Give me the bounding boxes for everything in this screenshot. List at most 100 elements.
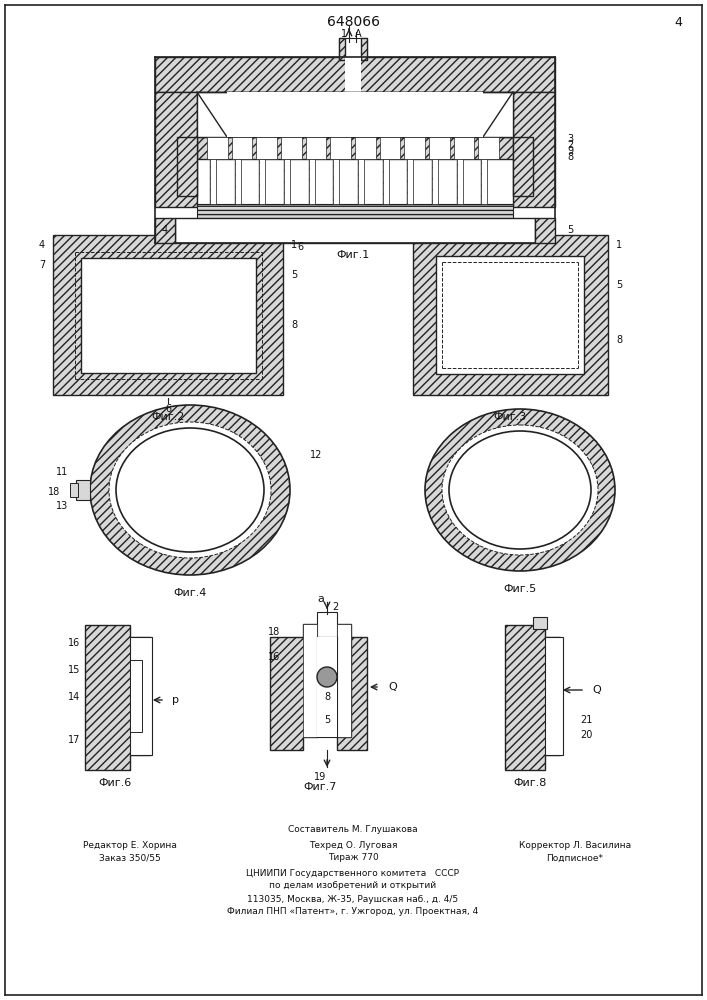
Text: ЦНИИПИ Государственного комитета   СССР: ЦНИИПИ Государственного комитета СССР [247,868,460,878]
Text: 15: 15 [68,665,80,675]
Text: 8: 8 [324,692,330,702]
Text: 8: 8 [291,320,297,330]
Polygon shape [337,624,367,750]
Text: 16: 16 [68,638,80,648]
Text: 20: 20 [580,730,592,740]
Bar [429,137,450,159]
Text: Филиал ПНП «Патент», г. Ужгород, ул. Проектная, 4: Филиал ПНП «Патент», г. Ужгород, ул. Про… [228,908,479,916]
Bar [155,92,197,207]
Bar [305,137,327,159]
Bar [513,92,555,207]
Text: Q: Q [388,682,397,692]
Text: 1: 1 [616,240,622,250]
Text: Фиг.8: Фиг.8 [513,778,547,788]
Text: 648066: 648066 [327,15,380,29]
Ellipse shape [449,431,591,549]
Bar [333,159,339,204]
Bar [155,57,555,92]
Bar [130,660,142,732]
Bar [317,637,337,737]
Ellipse shape [109,422,271,558]
Text: 17: 17 [68,735,80,745]
Bar [303,624,317,737]
Ellipse shape [90,405,290,575]
Bar [284,159,290,204]
Bar [545,637,563,755]
Text: 8: 8 [616,335,622,345]
Bar [432,159,438,204]
Text: Техред О. Луговая: Техред О. Луговая [309,840,397,850]
Circle shape [317,667,337,687]
Bar [358,159,364,204]
Text: по делам изобретений и открытий: по делам изобретений и открытий [269,882,436,890]
Text: 6: 6 [165,404,171,414]
Text: a: a [317,594,325,604]
Bar [382,159,389,204]
Bar [533,617,547,629]
Text: 4: 4 [162,225,168,235]
Text: 14: 14 [68,692,80,702]
Bar [355,137,375,159]
Bar [361,38,367,60]
Bar [155,218,175,243]
Text: 2: 2 [567,140,573,150]
Polygon shape [197,92,227,137]
Text: 18: 18 [48,487,60,497]
Bar [407,159,414,204]
Bar [281,137,302,159]
Text: 4: 4 [39,240,45,250]
Bar [197,92,513,137]
Ellipse shape [116,428,264,552]
Text: 113035, Москва, Ж-35, Раушская наб., д. 4/5: 113035, Москва, Ж-35, Раушская наб., д. … [247,894,459,904]
Text: 6: 6 [297,242,303,252]
Bar [207,137,228,159]
Bar [53,235,283,395]
Text: 16: 16 [268,652,280,662]
Text: 19: 19 [314,772,326,782]
Text: 9: 9 [567,146,573,156]
Bar [227,92,483,137]
Bar [535,218,555,243]
Text: 4: 4 [674,15,682,28]
Bar [70,483,78,497]
Text: p: p [172,695,179,705]
Text: 3: 3 [567,134,573,144]
Bar [382,159,389,204]
Bar [284,159,290,204]
Bar [457,159,462,204]
Text: Подписное*: Подписное* [547,854,604,862]
Bar [76,480,90,500]
Bar [436,256,584,374]
Polygon shape [483,92,513,137]
Ellipse shape [442,425,598,555]
Text: 5: 5 [291,270,297,280]
Text: Составитель М. Глушакова: Составитель М. Глушакова [288,826,418,834]
Text: Корректор Л. Василина: Корректор Л. Василина [519,840,631,850]
Polygon shape [270,624,317,750]
Text: 1: 1 [291,240,297,250]
Bar [130,637,152,755]
Bar [257,137,277,159]
Ellipse shape [425,409,615,571]
Polygon shape [505,625,560,770]
Bar [232,137,252,159]
Text: Фиг.7: Фиг.7 [303,782,337,792]
Bar [210,159,216,204]
Text: 21: 21 [580,715,592,725]
Bar [432,159,438,204]
Text: Фиг.5: Фиг.5 [503,584,537,594]
Text: 7: 7 [39,260,45,270]
Bar [457,159,462,204]
Bar [175,218,535,243]
Text: Фиг.6: Фиг.6 [98,778,132,788]
Bar [210,159,216,204]
Bar [197,137,513,159]
Text: A: A [355,29,361,39]
Bar [259,159,265,204]
Text: Фиг.3: Фиг.3 [493,412,527,422]
Polygon shape [197,92,513,137]
Text: Фиг.4: Фиг.4 [173,588,206,598]
Bar [345,57,361,92]
Bar [513,137,533,196]
Bar [481,159,487,204]
